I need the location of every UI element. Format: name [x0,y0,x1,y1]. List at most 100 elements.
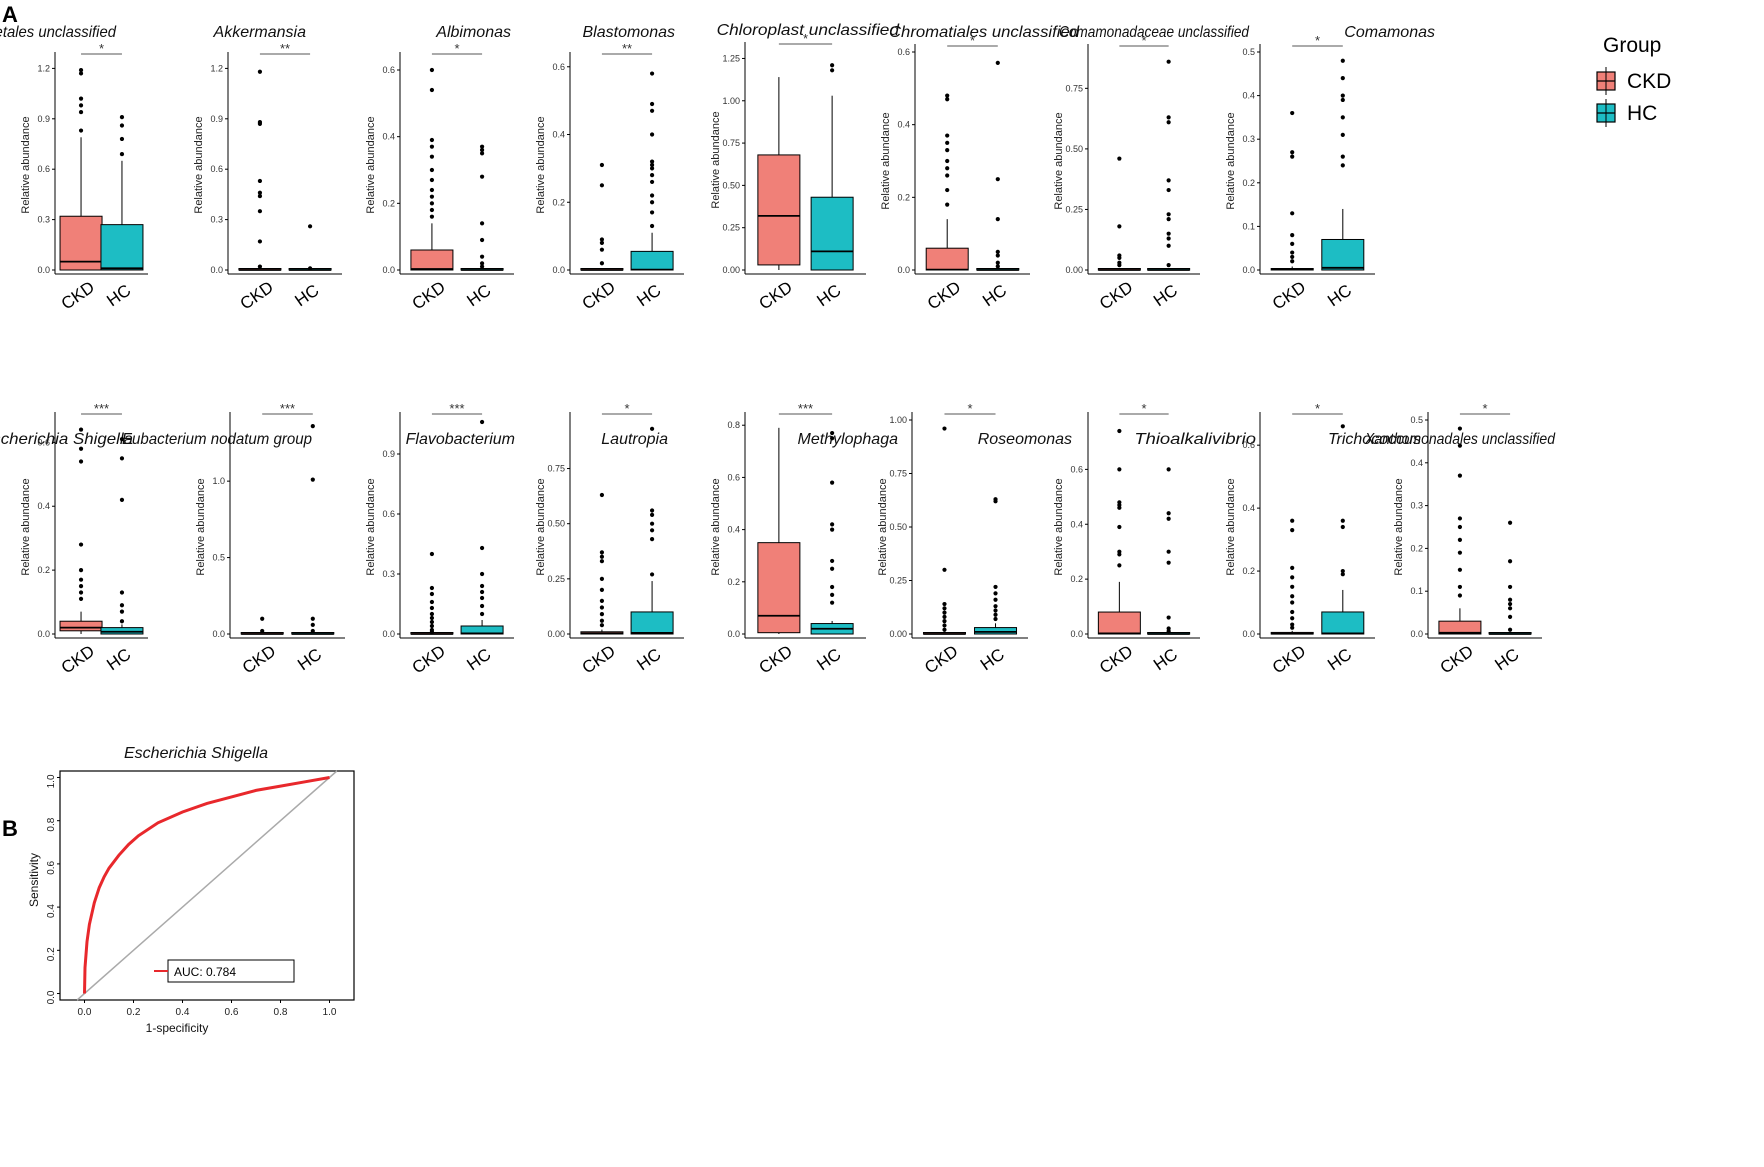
outlier-point [1290,575,1295,580]
significance-label: * [1141,33,1146,48]
outlier-point [78,109,84,115]
x-tick-label: CKD [756,277,796,313]
x-tick-label: CKD [1437,641,1477,677]
outlier-point [830,63,835,68]
x-tick-label: 0.4 [176,1007,190,1018]
outlier-point [995,177,1000,182]
x-tick-label: CKD [58,641,98,677]
y-tick-label: 0.0 [1410,629,1423,639]
outlier-point [1290,150,1295,155]
outlier-point [649,537,655,542]
outlier-point [1117,563,1122,568]
box [974,627,1018,635]
outlier-point [1166,516,1171,521]
outlier-point [479,237,485,243]
boxplot-panel: Akkermansia 0.0 0.3 0.6 0.9 1.2 Relative abund… [193,24,342,314]
y-tick-label: 0.4 [382,132,395,142]
outlier-point [429,214,435,219]
y-tick-label: 0.0 [46,990,57,1004]
outlier-point [429,194,435,199]
y-tick-label: 0.25 [722,223,740,233]
y-tick-label: 0.00 [547,629,565,639]
y-tick-label: 0.8 [46,817,57,831]
auc-legend-label: AUC: 0.784 [174,965,236,979]
outlier-point [429,67,435,73]
outlier-point [1290,600,1295,605]
outlier-point [479,147,485,153]
outlier-point [945,97,950,102]
x-tick-label: 0.2 [127,1007,141,1018]
outlier-point [942,426,947,431]
y-tick-label: 0.2 [382,198,395,208]
y-tick-label: 0.4 [1242,91,1255,101]
boxplot-panel: Roseomonas 0.00 0.25 0.50 0.75 1.00 Relative a… [877,401,1072,678]
outlier-point [310,477,315,482]
outlier-point [599,605,605,610]
outlier-point [257,264,263,269]
outlier-point [1290,233,1295,238]
outlier-point [599,554,605,559]
x-tick-label: CKD [579,277,619,313]
outlier-point [1507,559,1513,564]
outlier-point [1457,516,1463,521]
outlier-point [310,616,315,621]
significance-label: * [1141,401,1146,416]
x-tick-label: HC [813,281,844,311]
y-tick-label: 0.6 [727,472,740,482]
outlier-point [1117,224,1122,229]
outlier-point [429,87,435,93]
box [100,224,144,271]
outlier-point [1507,584,1513,590]
outlier-point [649,512,655,517]
outlier-point [1166,263,1171,268]
x-tick-label: HC [463,281,494,311]
panel-title: Eubacterium nodatum group [122,431,312,448]
outlier-point [995,249,1000,254]
y-tick-label: 0.0 [37,629,50,639]
outlier-point [1166,178,1171,183]
outlier-point [1166,243,1171,248]
outlier-point [649,193,655,198]
boxplot-panel: Albimonas 0.0 0.2 0.4 0.6 Relative abundance C… [365,24,514,314]
outlier-point [945,173,950,178]
outlier-point [945,93,950,98]
y-tick-label: 0.5 [1410,415,1423,425]
y-tick-label: 0.0 [1242,629,1255,639]
outlier-point [1457,593,1463,598]
outlier-point [257,69,263,74]
outlier-point [429,611,435,617]
box [630,611,674,635]
y-tick-label: 1.00 [889,415,907,425]
outlier-point [78,427,84,432]
outlier-point [257,209,263,214]
y-tick-label: 0.00 [1065,265,1083,275]
x-tick-label: HC [1324,645,1355,675]
outlier-point [119,497,125,502]
outlier-point [1166,187,1171,193]
outlier-point [429,585,435,591]
outlier-point [1166,626,1171,631]
y-tick-label: 0.3 [37,215,50,225]
outlier-point [942,619,947,624]
outlier-point [649,162,655,168]
outlier-point [119,609,125,614]
x-axis-label: 1-specificity [146,1021,209,1035]
y-tick-label: 1.25 [722,53,740,63]
outlier-point [78,590,84,595]
box [757,542,801,634]
outlier-point [993,497,998,502]
y-tick-label: 0.50 [1065,144,1083,154]
y-tick-label: 0.0 [897,265,910,275]
y-axis-label: Relative abundance [535,116,547,213]
outlier-point [1117,500,1122,505]
outlier-point [830,600,835,605]
y-tick-label: 0.9 [37,114,50,124]
y-tick-label: 1.0 [46,774,57,788]
significance-label: * [1315,33,1320,48]
outlier-point [310,628,315,634]
outlier-point [78,583,84,589]
outlier-point [830,566,835,571]
x-tick-label: CKD [756,641,796,677]
x-tick-label: HC [633,281,664,311]
